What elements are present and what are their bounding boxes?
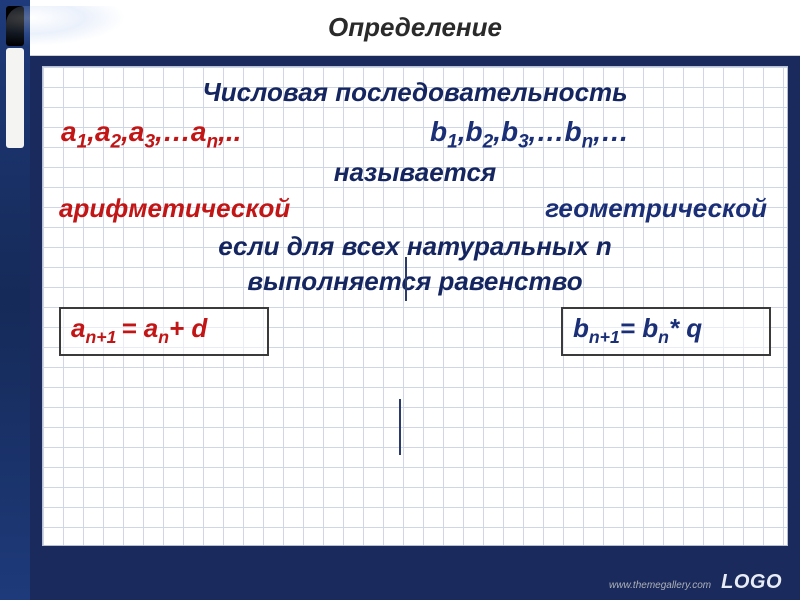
footer-logo: LOGO (721, 571, 782, 594)
subtitle: Числовая последовательность (59, 77, 771, 108)
sequence-a: a1,a2,a3,…an,.. (59, 114, 402, 149)
slide-title: Определение (328, 12, 502, 43)
type-geometric: геометрической (417, 192, 771, 225)
type-arithmetic: арифметической (59, 192, 409, 225)
side-bar (0, 0, 30, 600)
type-row: арифметической геометрической (59, 192, 771, 225)
condition-line-1: если для всех натуральных n (59, 231, 771, 262)
formula-row: an+1 = an+ d bn+1= bn* q (59, 307, 771, 356)
condition-line-2: выполняется равенство (59, 266, 771, 297)
formula-geometric: bn+1= bn* q (561, 307, 771, 356)
divider-lower (399, 399, 401, 455)
footer: www.themegallery.com LOGO (609, 571, 782, 594)
side-accent-dark (6, 6, 24, 46)
sequence-b: b1,b2,b3,…bn,… (410, 114, 771, 149)
sequence-row: a1,a2,a3,…an,.. b1,b2,b3,…bn,… (59, 114, 771, 149)
slide-frame: Определение Числовая последовательность … (0, 0, 800, 600)
side-accent-light (6, 48, 24, 148)
grid-paper: Числовая последовательность a1,a2,a3,…an… (42, 66, 788, 546)
formula-arithmetic: an+1 = an+ d (59, 307, 269, 356)
called-label: называется (59, 157, 771, 188)
title-bar: Определение (30, 0, 800, 56)
footer-url: www.themegallery.com (609, 580, 711, 591)
divider-upper (405, 257, 407, 301)
content-wrap: Числовая последовательность a1,a2,a3,…an… (30, 56, 800, 600)
